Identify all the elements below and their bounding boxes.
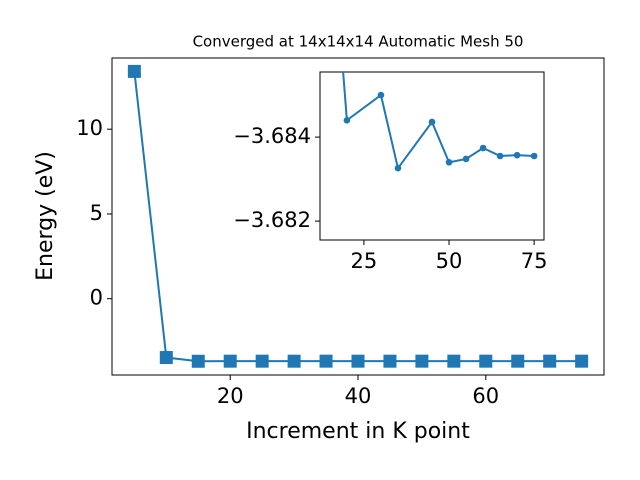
x-axis-label: Increment in K point	[246, 419, 470, 444]
marker	[496, 152, 504, 160]
marker	[319, 354, 333, 368]
marker	[530, 152, 538, 160]
marker	[351, 354, 365, 368]
marker	[445, 159, 453, 166]
marker	[543, 354, 557, 368]
y-axis-label: Energy (eV)	[33, 151, 58, 281]
marker	[223, 354, 237, 368]
marker	[127, 64, 141, 78]
x-tick-label: 50	[436, 249, 463, 273]
x-tick-label: 60	[472, 384, 499, 408]
marker	[479, 354, 493, 368]
marker	[159, 351, 173, 365]
x-tick-label: 25	[351, 249, 378, 273]
marker	[511, 354, 525, 368]
marker	[447, 354, 461, 368]
marker	[479, 144, 487, 152]
y-tick-label: 0	[90, 286, 103, 310]
y-tick-label: −3.682	[233, 208, 311, 232]
plot-clip	[127, 64, 589, 368]
marker	[462, 155, 470, 163]
marker	[415, 354, 429, 368]
marker	[343, 117, 351, 124]
marker	[513, 151, 521, 159]
x-tick-label: 40	[345, 384, 372, 408]
marker	[377, 91, 385, 99]
x-tick-label: 75	[521, 249, 548, 273]
marker	[575, 354, 589, 368]
chart-title: Converged at 14x14x14 Automatic Mesh 50	[193, 33, 524, 51]
y-tick-label: −3.684	[233, 124, 311, 148]
y-tick-label: 5	[90, 201, 103, 225]
plot-clip	[342, 72, 538, 172]
x-tick-label: 20	[217, 384, 244, 408]
y-tick-label: 10	[76, 116, 103, 140]
marker	[394, 164, 402, 172]
marker	[287, 354, 301, 368]
marker	[428, 118, 436, 126]
marker	[191, 354, 205, 368]
marker	[255, 354, 269, 368]
marker	[383, 354, 397, 368]
